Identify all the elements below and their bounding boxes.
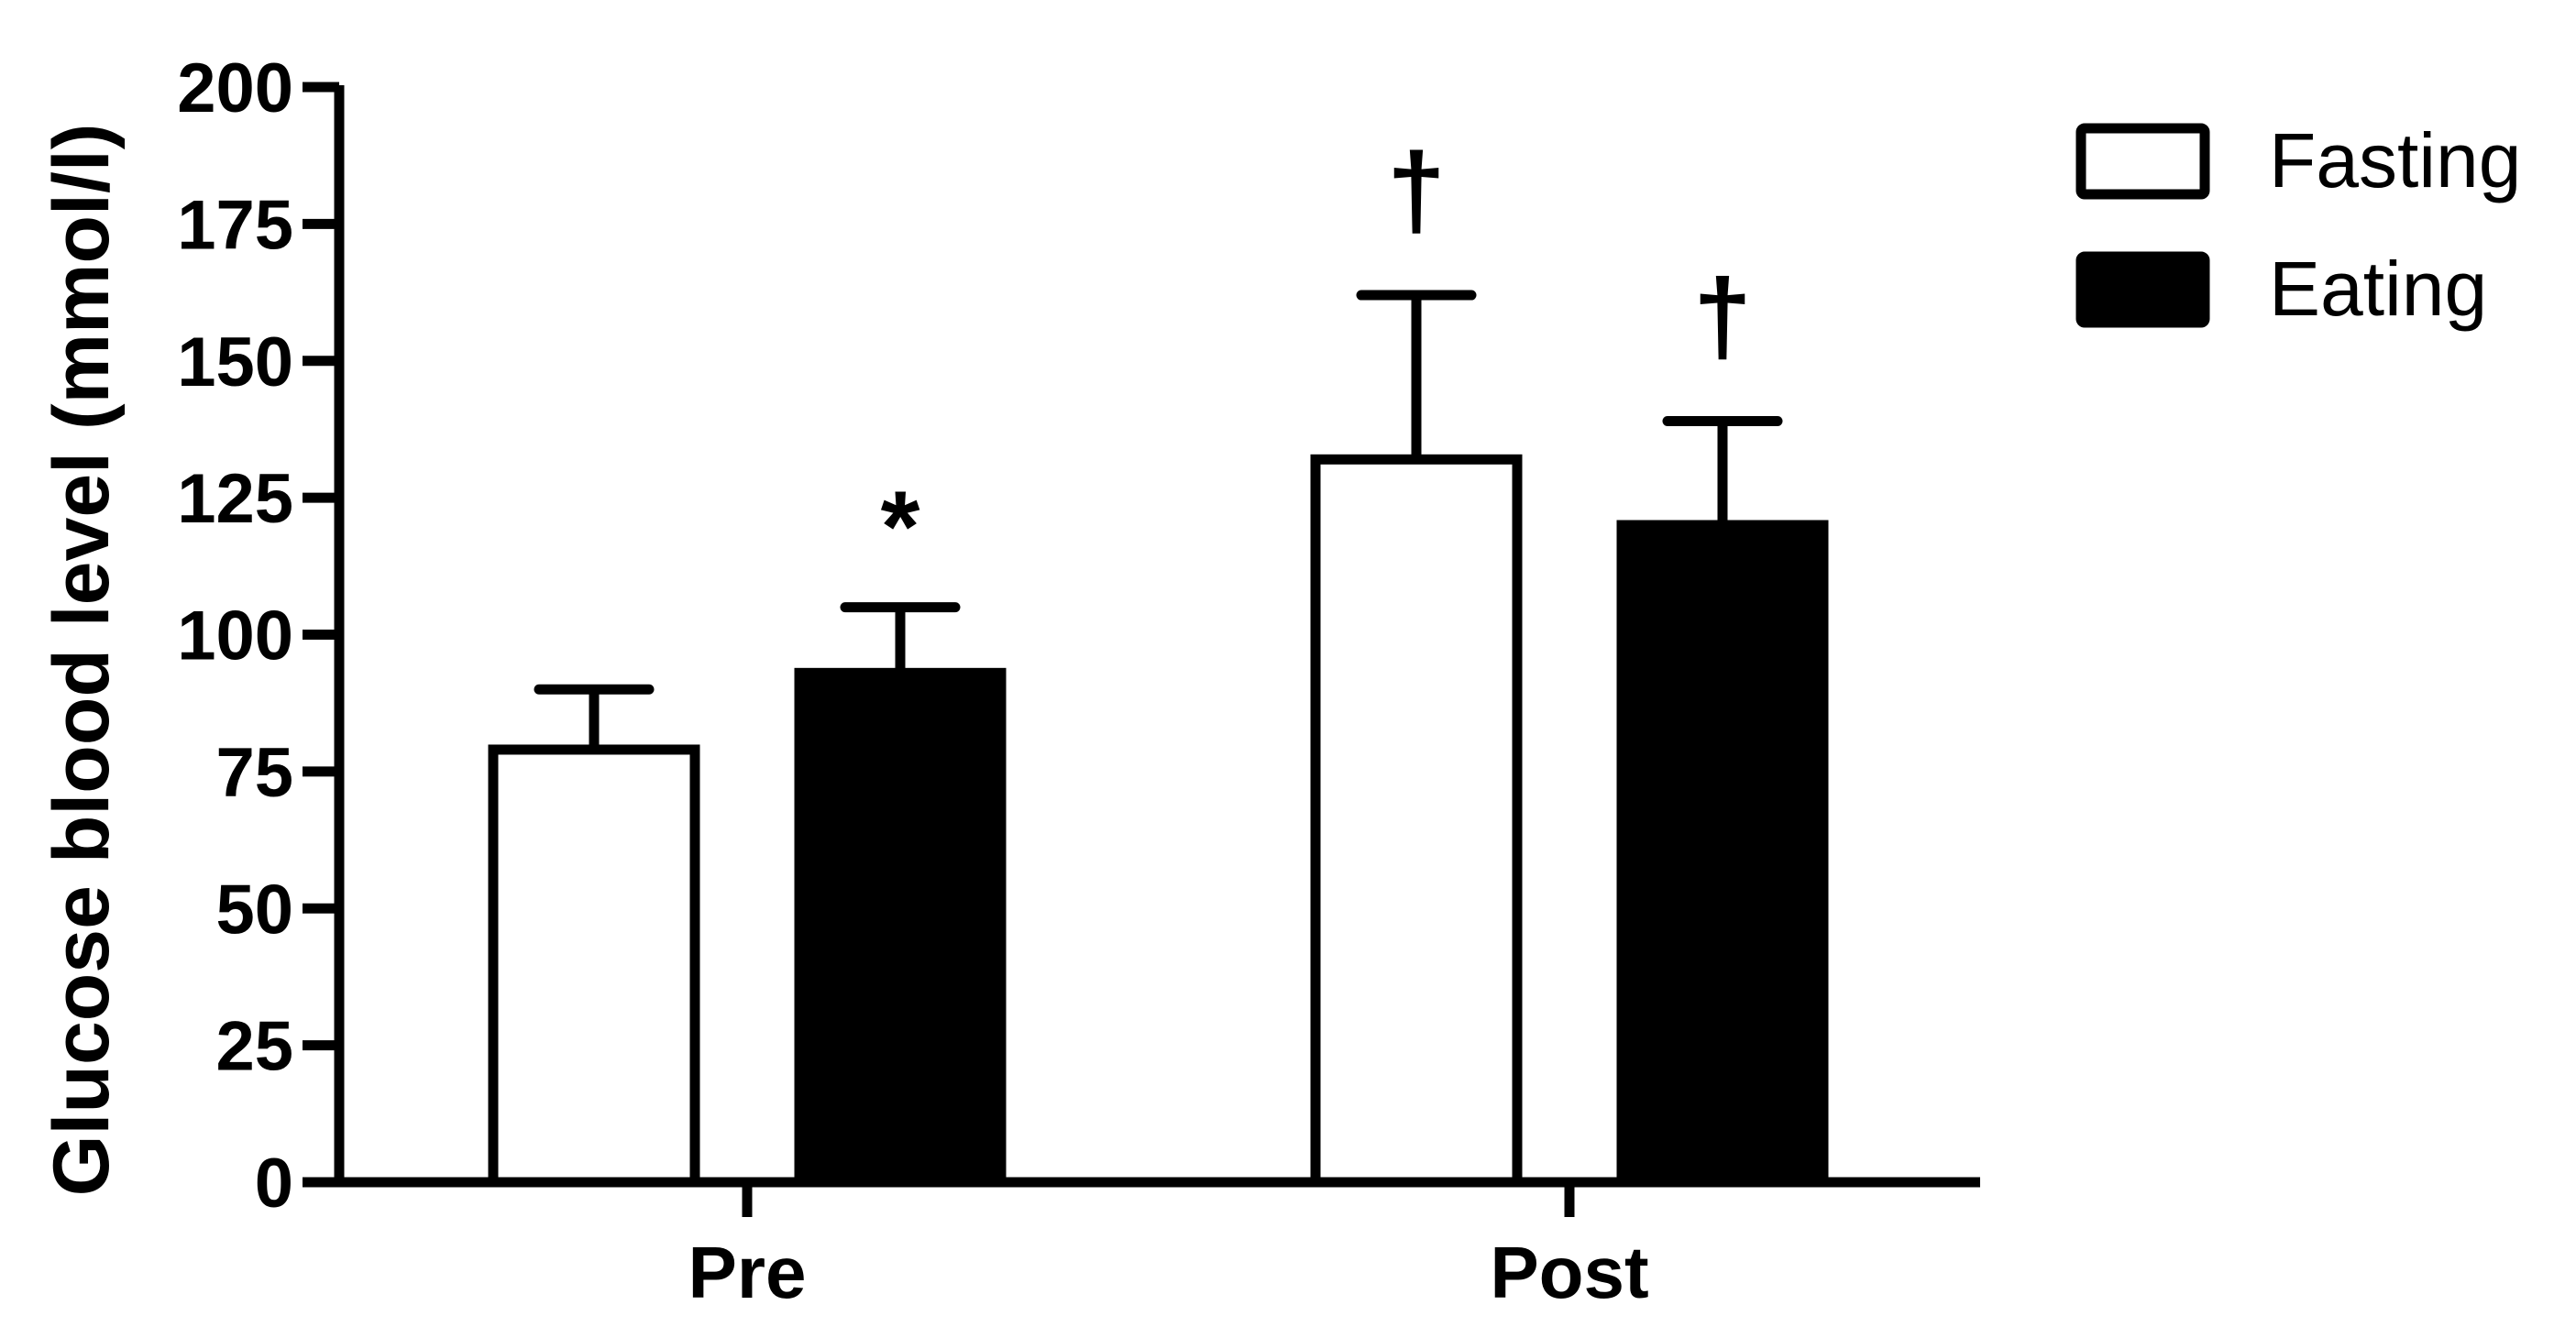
- significance-asterisk: *: [881, 471, 920, 584]
- legend-label-fasting: Fasting: [2269, 117, 2521, 203]
- legend-label-eating: Eating: [2269, 246, 2487, 332]
- legend-swatch-eating: [2075, 251, 2210, 328]
- x-tick-label: Pre: [688, 1232, 807, 1313]
- chart-bars: [488, 454, 1829, 1188]
- chart-legend: Fasting Eating: [2075, 117, 2521, 332]
- bar-fasting-pre: [488, 744, 700, 1188]
- y-tick-label: 175: [177, 186, 293, 264]
- significance-dagger: †: [1387, 132, 1446, 249]
- significance-dagger: †: [1693, 258, 1752, 375]
- y-tick-label: 200: [177, 49, 293, 127]
- legend-swatch-fasting: [2075, 123, 2210, 200]
- bar-eating-pre: [794, 667, 1007, 1188]
- y-tick-label: 25: [215, 1008, 293, 1086]
- y-tick-label: 125: [177, 460, 293, 538]
- y-axis-label: Glucose blood level (mmol/l): [38, 124, 126, 1197]
- y-tick-label: 0: [255, 1145, 293, 1223]
- chart-axes: 0 25 50 75 100 125 150 175 200 Pre Post: [177, 49, 1980, 1313]
- y-tick-label: 75: [215, 734, 293, 812]
- chart-annotations: * † †: [881, 132, 1752, 584]
- y-tick-label: 150: [177, 324, 293, 401]
- y-tick-label: 100: [177, 598, 293, 675]
- chart-error-bars: [534, 290, 1783, 750]
- bar-fasting-post: [1310, 454, 1523, 1188]
- bar-eating-post: [1616, 520, 1829, 1188]
- x-tick-label: Post: [1490, 1232, 1648, 1313]
- y-tick-label: 50: [215, 871, 293, 949]
